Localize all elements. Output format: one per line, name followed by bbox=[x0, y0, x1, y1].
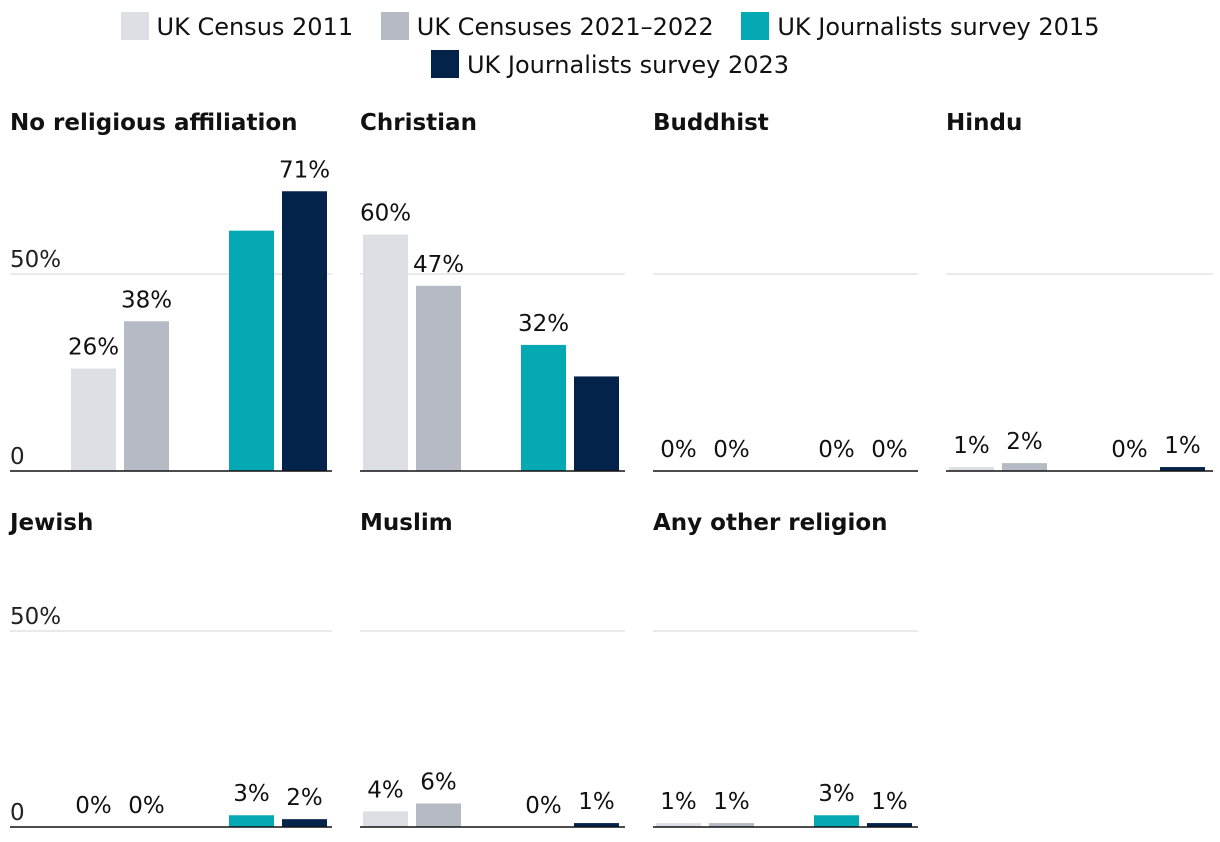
data-label: 1% bbox=[578, 789, 615, 815]
y-tick-label: 50% bbox=[10, 247, 61, 273]
bar-any-other-religion-uk-censuses-2021-2022 bbox=[709, 823, 754, 827]
data-label: 0% bbox=[525, 793, 562, 819]
data-label: 32% bbox=[518, 311, 569, 337]
data-label: 0% bbox=[128, 793, 165, 819]
bar-any-other-religion-uk-journalists-survey-2015 bbox=[814, 815, 859, 827]
bar-christian-uk-census-2011 bbox=[363, 234, 408, 471]
bar-hindu-uk-journalists-survey-2023 bbox=[1160, 467, 1205, 471]
data-label: 1% bbox=[713, 789, 750, 815]
bar-christian-uk-journalists-survey-2023 bbox=[574, 376, 619, 471]
data-label: 0% bbox=[713, 437, 750, 463]
data-label: 0% bbox=[75, 793, 112, 819]
data-label: 3% bbox=[233, 781, 270, 807]
data-label: 71% bbox=[279, 157, 330, 183]
legend-label: UK Journalists survey 2023 bbox=[466, 51, 790, 79]
legend-label: UK Census 2011 bbox=[156, 13, 354, 41]
data-label: 0% bbox=[660, 437, 697, 463]
bar-any-other-religion-uk-journalists-survey-2023 bbox=[867, 823, 912, 827]
legend-label: UK Journalists survey 2015 bbox=[777, 13, 1100, 41]
data-label: 26% bbox=[68, 335, 119, 361]
bar-hindu-uk-census-2011 bbox=[949, 467, 994, 471]
y-tick-label: 50% bbox=[10, 604, 61, 630]
bar-no-religious-affiliation-uk-journalists-survey-2015 bbox=[229, 230, 274, 471]
data-label: 0% bbox=[818, 437, 855, 463]
panel-title-jewish: Jewish bbox=[8, 510, 93, 536]
data-label: 4% bbox=[367, 777, 404, 803]
bar-any-other-religion-uk-census-2011 bbox=[656, 823, 701, 827]
panel-title-christian: Christian bbox=[360, 110, 477, 136]
y-tick-label: 0 bbox=[10, 800, 25, 826]
bar-muslim-uk-censuses-2021-2022 bbox=[416, 803, 461, 827]
data-label: 2% bbox=[1006, 429, 1043, 455]
data-label: 60% bbox=[360, 201, 411, 227]
legend-item-journalists-2015: UK Journalists survey 2015 bbox=[741, 8, 1099, 46]
data-label: 1% bbox=[871, 789, 908, 815]
data-label: 3% bbox=[818, 781, 855, 807]
data-label: 0% bbox=[871, 437, 908, 463]
bar-christian-uk-censuses-2021-2022 bbox=[416, 285, 461, 471]
legend: UK Census 2011 UK Censuses 2021–2022 UK … bbox=[0, 8, 1220, 84]
panel-title-any-other-religion: Any other religion bbox=[653, 510, 888, 536]
legend-item-journalists-2023: UK Journalists survey 2023 bbox=[430, 46, 790, 84]
panel-title-no-religious-affiliation: No religious affiliation bbox=[10, 110, 298, 136]
legend-item-census-2011: UK Census 2011 bbox=[120, 8, 354, 46]
data-label: 0% bbox=[1111, 437, 1148, 463]
data-label: 1% bbox=[660, 789, 697, 815]
bar-jewish-uk-journalists-survey-2023 bbox=[282, 819, 327, 827]
panel-title-muslim: Muslim bbox=[360, 510, 453, 536]
bar-muslim-uk-census-2011 bbox=[363, 811, 408, 827]
bar-no-religious-affiliation-uk-census-2011 bbox=[71, 368, 116, 471]
bar-christian-uk-journalists-survey-2015 bbox=[521, 344, 566, 471]
data-label: 1% bbox=[1164, 433, 1201, 459]
panel-title-buddhist: Buddhist bbox=[653, 110, 769, 136]
legend-swatch bbox=[430, 50, 459, 78]
legend-label: UK Censuses 2021–2022 bbox=[416, 13, 714, 41]
panel-title-hindu: Hindu bbox=[946, 110, 1022, 136]
legend-swatch bbox=[380, 12, 409, 40]
bar-hindu-uk-censuses-2021-2022 bbox=[1002, 463, 1047, 471]
y-tick-label: 0 bbox=[10, 444, 25, 470]
data-label: 2% bbox=[286, 785, 323, 811]
legend-swatch bbox=[120, 12, 149, 40]
bar-no-religious-affiliation-uk-journalists-survey-2023 bbox=[282, 191, 327, 471]
bar-muslim-uk-journalists-survey-2023 bbox=[574, 823, 619, 827]
bar-jewish-uk-journalists-survey-2015 bbox=[229, 815, 274, 827]
data-label: 47% bbox=[413, 252, 464, 278]
bar-no-religious-affiliation-uk-censuses-2021-2022 bbox=[124, 321, 169, 471]
legend-item-censuses-2021-2022: UK Censuses 2021–2022 bbox=[380, 8, 714, 46]
data-label: 1% bbox=[953, 433, 990, 459]
data-label: 6% bbox=[420, 769, 457, 795]
data-label: 38% bbox=[121, 287, 172, 313]
legend-swatch bbox=[741, 12, 770, 40]
